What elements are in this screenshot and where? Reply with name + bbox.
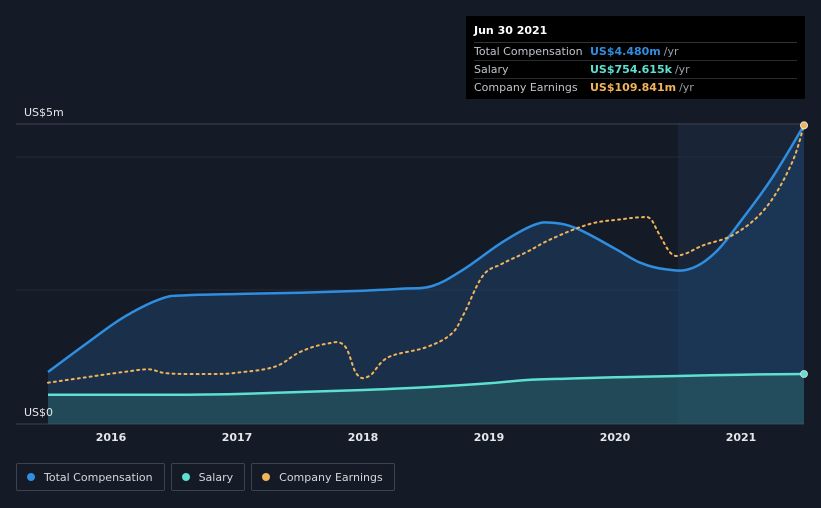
chart-legend: Total Compensation Salary Company Earnin…: [16, 463, 395, 491]
legend-dot-icon: [181, 473, 190, 481]
x-tick-label: 2017: [222, 431, 253, 444]
tooltip-value: US$4.480m: [590, 45, 661, 58]
data-tooltip: Jun 30 2021 Total Compensation US$4.480m…: [466, 16, 805, 99]
salary-line: [48, 372, 805, 396]
legend-company-earnings[interactable]: Company Earnings: [251, 463, 395, 491]
tooltip-label: Total Compensation: [474, 45, 583, 58]
total-compensation-line: [47, 124, 806, 374]
legend-label: Company Earnings: [279, 470, 383, 484]
salary-marker: [800, 370, 808, 378]
x-tick-label: 2021: [726, 431, 757, 444]
tooltip-value: US$754.615k: [590, 63, 672, 76]
tooltip-date: Jun 30 2021: [474, 24, 797, 43]
x-tick-label: 2018: [348, 431, 379, 444]
y-axis-label-max: US$5m: [24, 106, 64, 119]
tooltip-unit: /yr: [674, 63, 690, 76]
x-tick-label: 2016: [96, 431, 127, 444]
company-earnings-marker: [800, 121, 808, 130]
legend-salary[interactable]: Salary: [170, 463, 246, 491]
x-tick-label: 2020: [600, 431, 631, 444]
x-tick-label: 2019: [474, 431, 505, 444]
tooltip-unit: /yr: [663, 45, 679, 58]
total-compensation-area: [48, 125, 804, 425]
tooltip-row-earnings: Company Earnings US$109.841m /yr: [474, 79, 797, 96]
tooltip-value: US$109.841m: [590, 81, 677, 94]
company-earnings-line: [47, 124, 805, 384]
tooltip-row-total: Total Compensation US$4.480m /yr: [474, 43, 797, 61]
tooltip-label: Salary: [474, 63, 509, 76]
legend-dot-icon: [262, 473, 271, 481]
legend-label: Salary: [198, 470, 234, 484]
legend-total-compensation[interactable]: Total Compensation: [16, 463, 165, 491]
legend-dot-icon: [27, 473, 35, 481]
tooltip-label: Company Earnings: [474, 81, 578, 94]
y-axis-label-min: US$0: [24, 406, 53, 419]
tooltip-row-salary: Salary US$754.615k /yr: [474, 61, 797, 79]
salary-area: [48, 374, 804, 424]
legend-label: Total Compensation: [44, 470, 153, 484]
tooltip-unit: /yr: [679, 81, 694, 94]
